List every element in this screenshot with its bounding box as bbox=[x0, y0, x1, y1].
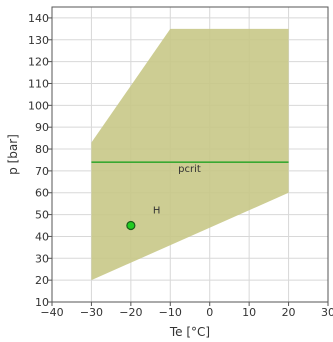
x-tick-label: 0 bbox=[206, 306, 213, 319]
x-tick-label: −20 bbox=[119, 306, 142, 319]
y-tick-label: 130 bbox=[28, 34, 49, 47]
y-tick-label: 110 bbox=[28, 77, 49, 90]
operating-envelope-area bbox=[91, 29, 288, 280]
x-tick-label: 10 bbox=[242, 306, 256, 319]
y-tick-label: 80 bbox=[35, 143, 49, 156]
operating-point-marker bbox=[127, 222, 135, 230]
y-tick-label: 90 bbox=[35, 121, 49, 134]
y-tick-label: 70 bbox=[35, 165, 49, 178]
y-tick-label: 100 bbox=[28, 99, 49, 112]
x-tick-label: −10 bbox=[159, 306, 182, 319]
y-tick-label: 40 bbox=[35, 230, 49, 243]
y-tick-label: 30 bbox=[35, 252, 49, 265]
y-tick-label: 120 bbox=[28, 56, 49, 69]
y-tick-label: 140 bbox=[28, 12, 49, 25]
pcrit-label: pcrit bbox=[178, 164, 201, 175]
x-axis-ticks: −40 −30 −20 −10 0 10 20 30 bbox=[40, 302, 333, 319]
y-axis-label: p [bar] bbox=[6, 134, 20, 175]
y-tick-label: 20 bbox=[35, 274, 49, 287]
operating-point-label: H bbox=[153, 206, 161, 217]
y-tick-label: 10 bbox=[35, 296, 49, 309]
y-axis-ticks: 10 20 30 40 50 60 70 80 90 100 110 120 130 140 bbox=[28, 12, 52, 309]
x-axis-label: Te [°C] bbox=[169, 325, 210, 339]
y-tick-label: 60 bbox=[35, 187, 49, 200]
x-tick-label: 30 bbox=[321, 306, 333, 319]
x-tick-label: 20 bbox=[282, 306, 296, 319]
y-tick-label: 50 bbox=[35, 209, 49, 222]
x-tick-label: −30 bbox=[80, 306, 103, 319]
